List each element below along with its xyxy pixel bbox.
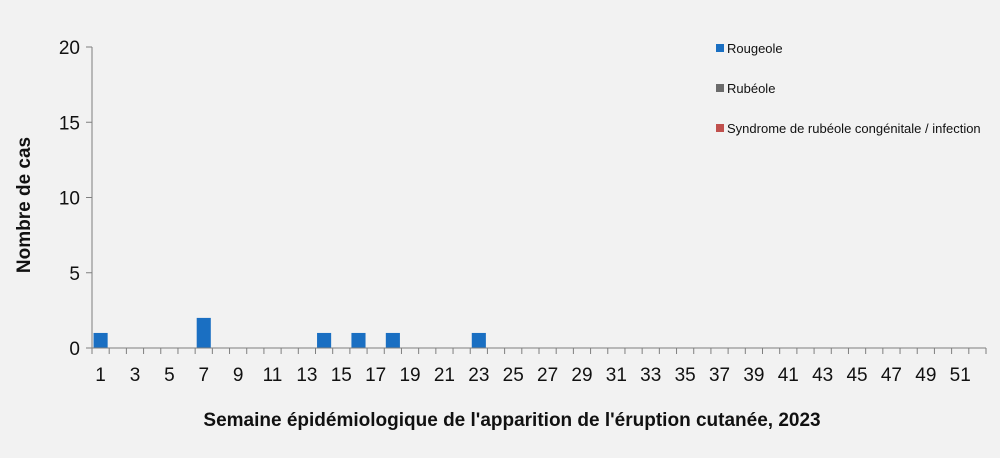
x-tick-label: 9 xyxy=(233,365,244,386)
y-axis-title: Nombre de cas xyxy=(14,137,35,273)
x-tick-label: 15 xyxy=(331,365,352,386)
x-axis-title: Semaine épidémiologique de l'apparition … xyxy=(203,410,820,431)
x-tick-label: 19 xyxy=(399,365,420,386)
x-tick-labels: 1 3 5 7 9 11 13 15 17 19 21 23 25 27 29 31 33 35 37 39 41 43 4… xyxy=(91,348,987,386)
x-tick-label: 47 xyxy=(881,365,902,386)
y-tick-labels: 0 5 10 15 20 xyxy=(59,38,92,360)
y-tick-label: 20 xyxy=(59,38,80,59)
legend-swatch xyxy=(716,124,724,132)
x-tick-label: 41 xyxy=(778,365,799,386)
x-tick-label: 7 xyxy=(198,365,209,386)
bar xyxy=(93,332,108,348)
x-tick-label: 3 xyxy=(130,365,141,386)
legend-swatch xyxy=(716,84,724,92)
x-tick-label: 37 xyxy=(709,365,730,386)
x-tick-label: 33 xyxy=(640,365,661,386)
x-tick-label: 29 xyxy=(571,365,592,386)
x-tick-label: 17 xyxy=(365,365,386,386)
legend-swatch xyxy=(716,44,724,52)
legend-label: Syndrome de rubéole congénitale / infect… xyxy=(727,121,981,136)
x-tick-label: 43 xyxy=(812,365,833,386)
x-tick-label: 51 xyxy=(950,365,971,386)
legend: Rougeole Rubéole Syndrome de rubéole congé… xyxy=(716,41,981,136)
x-tick-label: 23 xyxy=(468,365,489,386)
x-tick-label: 13 xyxy=(296,365,317,386)
x-tick-label: 49 xyxy=(915,365,936,386)
x-tick-label: 39 xyxy=(743,365,764,386)
y-tick-label: 15 xyxy=(59,113,80,134)
axes-layer xyxy=(91,47,986,349)
x-tick-label: 11 xyxy=(263,365,283,386)
x-tick-label: 5 xyxy=(164,365,175,386)
y-tick-label: 5 xyxy=(69,264,80,285)
bar xyxy=(317,332,332,348)
y-tick-label: 10 xyxy=(59,189,80,210)
x-tick-label: 31 xyxy=(606,365,627,386)
x-tick-label: 21 xyxy=(434,365,455,386)
y-tick-label: 0 xyxy=(69,339,80,360)
legend-label: Rubéole xyxy=(727,81,775,96)
bars-layer xyxy=(93,317,486,348)
x-tick-label: 25 xyxy=(503,365,524,386)
bar xyxy=(351,332,366,348)
bar xyxy=(385,332,400,348)
bar xyxy=(471,332,486,348)
x-tick-label: 35 xyxy=(675,365,696,386)
x-tick-label: 27 xyxy=(537,365,558,386)
legend-label: Rougeole xyxy=(727,41,783,56)
x-tick-label: 1 xyxy=(95,365,106,386)
bar xyxy=(196,317,211,348)
x-tick-label: 45 xyxy=(846,365,867,386)
